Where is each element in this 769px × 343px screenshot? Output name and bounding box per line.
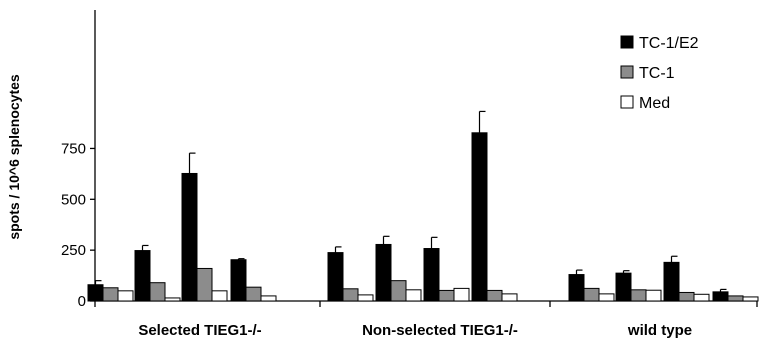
group-label: wild type [627, 322, 692, 339]
bar-tc-1-e2-4 [230, 259, 247, 302]
legend-label: TC-1 [639, 65, 675, 82]
group-label: Selected TIEG1-/- [138, 322, 261, 339]
bar-tc-1-3 [196, 267, 213, 302]
bar-tc-1-6 [390, 280, 407, 302]
bar-tc-1-e2-1 [87, 284, 104, 302]
bar-tc-1-1 [102, 287, 119, 302]
bar-tc-1-10 [630, 289, 647, 302]
bar-tc-1-e2-11 [663, 261, 680, 302]
bar-med-4 [260, 295, 277, 302]
legend: TC-1/E2 TC-1 Med [620, 35, 699, 112]
bar-tc-1-e2-10 [615, 272, 632, 302]
bar-tc-1-5 [342, 288, 359, 302]
bar-tc-1-8 [486, 289, 503, 302]
bar-med-3 [211, 290, 228, 302]
bar-med-12 [742, 296, 759, 302]
legend-swatch [620, 35, 634, 49]
bar-med-1 [117, 290, 134, 302]
bar-tc-1-2 [149, 282, 166, 302]
bar-tc-1-9 [583, 287, 600, 302]
group-labels: Selected TIEG1-/- Non-selected TIEG1-/- wi… [138, 322, 692, 339]
bar-med-10 [645, 289, 662, 302]
legend-swatch [620, 95, 634, 109]
bar-tc-1-7 [438, 289, 455, 302]
bars [87, 110, 759, 302]
axes: 0 250 500 750 [61, 10, 758, 310]
bar-med-5 [357, 294, 374, 302]
bar-tc-1-e2-8 [471, 132, 488, 302]
legend-label: Med [639, 95, 670, 112]
bar-tc-1-11 [678, 291, 695, 302]
legend-label: TC-1/E2 [639, 35, 699, 52]
bar-med-11 [693, 293, 710, 302]
bar-med-9 [598, 293, 615, 302]
bar-tc-1-e2-12 [712, 291, 729, 302]
legend-swatch [620, 65, 634, 79]
bar-tc-1-e2-3 [181, 172, 198, 302]
bar-tc-1-e2-7 [423, 248, 440, 302]
bar-tc-1-12 [727, 295, 744, 302]
bar-tc-1-e2-2 [134, 250, 151, 302]
y-tick-label: 500 [61, 191, 86, 208]
group-label: Non-selected TIEG1-/- [362, 322, 518, 339]
bar-med-6 [405, 289, 422, 302]
y-tick-label: 250 [61, 242, 86, 259]
bar-tc-1-4 [245, 286, 262, 302]
y-tick-label: 0 [78, 293, 86, 310]
bar-med-2 [164, 297, 181, 302]
y-axis-label: spots / 10^6 splenocytes [6, 74, 22, 240]
bar-tc-1-e2-6 [375, 243, 392, 302]
bar-med-7 [453, 287, 470, 302]
bar-tc-1-e2-5 [327, 252, 344, 302]
bar-med-8 [501, 293, 518, 302]
y-tick-label: 750 [61, 140, 86, 157]
bar-tc-1-e2-9 [568, 274, 585, 302]
